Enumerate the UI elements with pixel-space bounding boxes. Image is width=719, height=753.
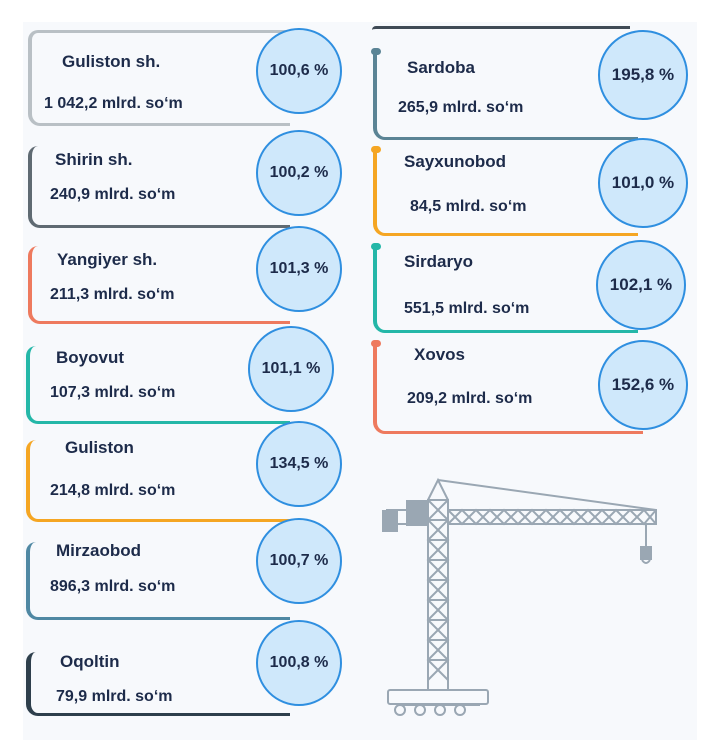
- card-bracket: [373, 344, 643, 434]
- district-value: 240,9 mlrd. so‘m: [50, 186, 176, 203]
- card-dot: [371, 243, 381, 250]
- district-value: 211,3 mlrd. so‘m: [50, 286, 175, 303]
- percent-badge: 195,8 %: [598, 30, 688, 120]
- card-bracket: [26, 346, 290, 424]
- district-value: 551,5 mlrd. so‘m: [404, 300, 530, 317]
- card-bracket: [28, 30, 290, 126]
- district-value: 1 042,2 mlrd. so‘m: [44, 95, 183, 112]
- card-bracket: [373, 247, 638, 333]
- percent-badge: 134,5 %: [256, 421, 342, 507]
- district-value: 84,5 mlrd. so‘m: [410, 198, 527, 215]
- card-bracket: [28, 146, 290, 228]
- card-top-line: [372, 26, 630, 30]
- district-name: Guliston sh.: [62, 52, 161, 71]
- district-value: 896,3 mlrd. so‘m: [50, 578, 176, 595]
- card-bracket: [28, 246, 290, 324]
- percent-badge: 152,6 %: [598, 340, 688, 430]
- card-dot: [371, 48, 381, 55]
- percent-badge: 100,6 %: [256, 28, 342, 114]
- percent-badge: 100,2 %: [256, 130, 342, 216]
- percent-badge: 101,1 %: [248, 326, 334, 412]
- district-value: 107,3 mlrd. so‘m: [50, 384, 176, 401]
- card-dot: [371, 340, 381, 347]
- district-name: Oqoltin: [60, 652, 120, 671]
- card-bracket: [373, 52, 638, 140]
- percent-badge: 102,1 %: [596, 240, 686, 330]
- district-value: 209,2 mlrd. so‘m: [407, 390, 533, 407]
- district-value: 79,9 mlrd. so‘m: [56, 688, 173, 705]
- district-name: Mirzaobod: [56, 541, 141, 560]
- district-name: Sirdaryo: [404, 252, 473, 271]
- district-name: Shirin sh.: [55, 150, 133, 169]
- card-bracket: [26, 652, 290, 716]
- card-bracket: [26, 542, 290, 620]
- district-name: Boyovut: [56, 348, 124, 367]
- district-value: 265,9 mlrd. so‘m: [398, 99, 524, 116]
- percent-badge: 101,0 %: [598, 138, 688, 228]
- infographic-panel: [23, 22, 697, 740]
- card-bracket: [373, 150, 638, 236]
- card-dot: [371, 146, 381, 153]
- district-name: Sayxunobod: [404, 152, 507, 171]
- percent-badge: 101,3 %: [256, 226, 342, 312]
- district-name: Guliston: [65, 438, 134, 457]
- tower-crane-icon: [382, 477, 657, 716]
- district-value: 214,8 mlrd. so‘m: [50, 482, 176, 499]
- percent-badge: 100,7 %: [256, 518, 342, 604]
- percent-badge: 100,8 %: [256, 620, 342, 706]
- district-name: Sardoba: [407, 58, 476, 77]
- district-name: Yangiyer sh.: [57, 250, 158, 269]
- district-name: Xovos: [414, 345, 466, 364]
- card-bracket: [26, 440, 290, 522]
